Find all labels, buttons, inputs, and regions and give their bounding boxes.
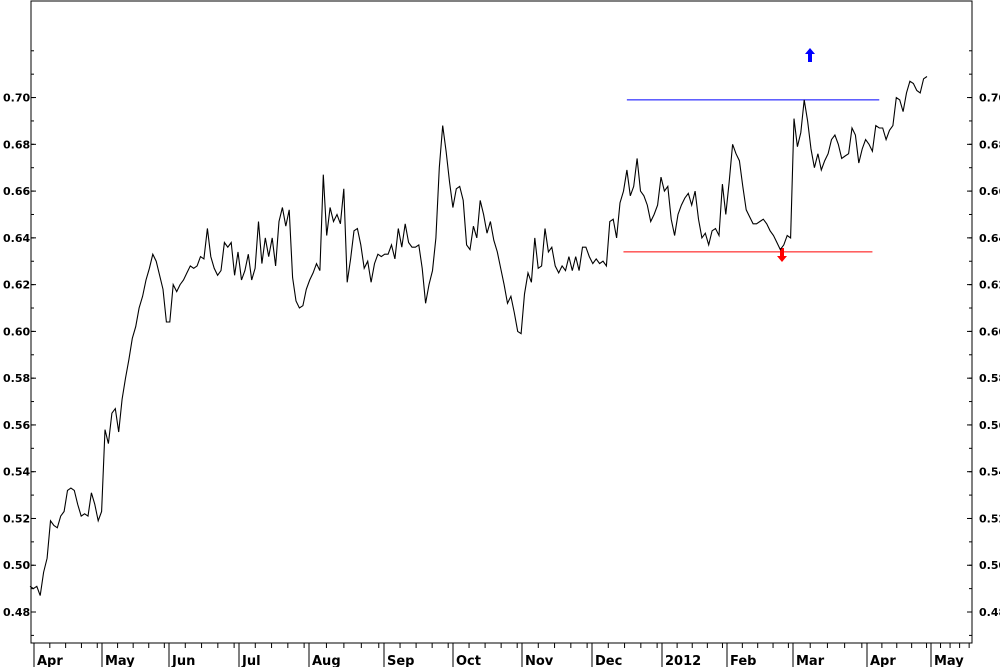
y-tick-label-left: 0.56 [3,419,30,432]
y-tick-label-left: 0.50 [3,559,30,572]
y-tick-label-left: 0.70 [3,92,30,105]
x-month-label: Nov [525,654,554,667]
x-month-label: Aug [312,654,341,667]
y-tick-label-left: 0.60 [3,325,30,338]
y-tick-label-left: 0.54 [3,466,30,479]
x-month-label: Apr [37,654,63,667]
down-arrow-icon [777,248,787,262]
x-month-label: 2012 [665,654,701,667]
y-tick-label-right: 0.58 [979,372,1000,385]
y-tick-label-right: 0.64 [979,232,1000,245]
y-tick-label-right: 0.70 [979,92,1000,105]
y-tick-label-right: 0.68 [979,138,1000,151]
y-axis-left: 0.48 0.50 0.52 0.54 0.56 0.58 0.60 0.62 0.64 0.66… [3,50,36,636]
y-tick-label-right: 0.66 [979,185,1000,198]
x-month-label: Jul [241,654,261,667]
y-tick-label-right: 0.48 [979,606,1000,619]
y-tick-label-right: 0.62 [979,279,1000,292]
y-axis-right: 0.48 0.50 0.52 0.54 0.56 0.58 0.60 0.62 0.64 0.66… [967,50,1000,636]
y-tick-label-left: 0.66 [3,185,30,198]
plot-frame [30,0,973,644]
y-tick-label-left: 0.68 [3,138,30,151]
y-tick-label-right: 0.52 [979,512,1000,525]
x-month-label: Dec [595,654,622,667]
x-month-label: Feb [730,654,756,667]
x-axis: Apr May Jun Jul Aug Sep Oct Nov Dec 2012 Feb Mar Apr… [33,643,970,667]
y-tick-label-right: 0.56 [979,419,1000,432]
y-tick-label-right: 0.50 [979,559,1000,572]
y-tick-label-right: 0.60 [979,325,1000,338]
y-tick-label-left: 0.52 [3,512,30,525]
x-month-label: Apr [870,654,896,667]
y-tick-label-right: 0.54 [979,466,1000,479]
x-month-label: Oct [456,654,481,667]
x-month-label: May [105,654,135,667]
x-month-label: Sep [387,654,415,667]
y-tick-label-left: 0.58 [3,372,30,385]
x-month-label: Mar [796,654,825,667]
y-tick-label-left: 0.48 [3,606,30,619]
series-line [29,76,928,596]
x-month-label: Jun [171,654,195,667]
up-arrow-icon [805,48,815,62]
x-month-label: May [934,654,964,667]
y-tick-label-left: 0.62 [3,279,30,292]
y-tick-label-left: 0.64 [3,232,30,245]
